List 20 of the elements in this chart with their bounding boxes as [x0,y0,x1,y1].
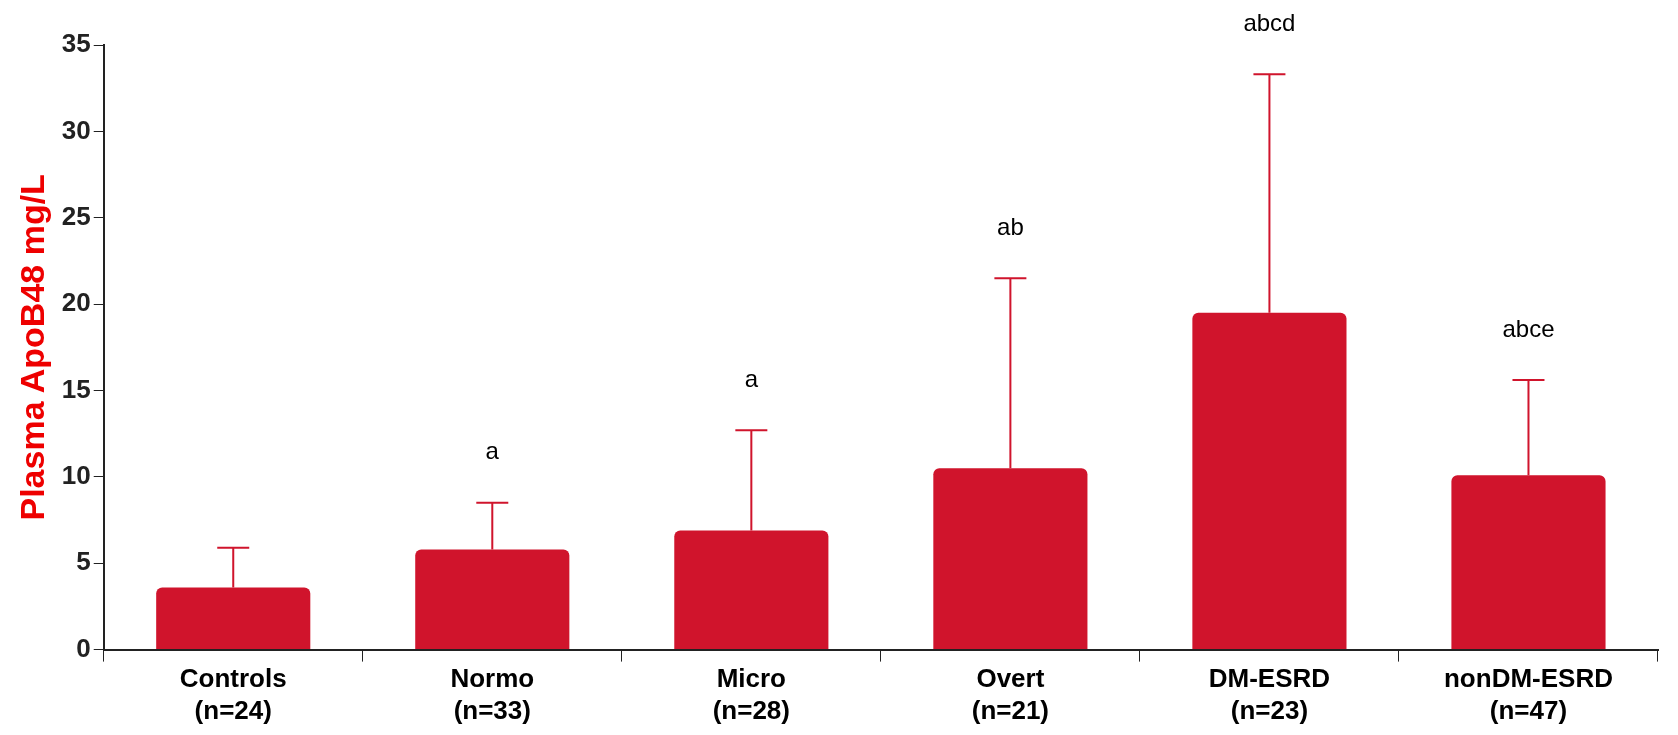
x-tick-label: DM-ESRD (n=23) [1208,663,1331,725]
x-tick-label: Overt (n=21) [971,663,1050,725]
annotation: abce [1502,314,1555,342]
y-tick-label: 30 [61,114,91,145]
annotation: ab [997,212,1024,240]
y-tick-label: 0 [76,632,91,663]
x-tick-label: Normo (n=33) [450,663,535,725]
y-tick-label: 10 [61,460,91,491]
annotation: a [485,437,500,465]
y-tick-label: 5 [76,546,91,577]
x-tick-label: Micro (n=28) [712,663,790,725]
y-tick-label: 15 [61,373,91,404]
annotation: a [744,364,759,392]
x-tick-label: Controls (n=24) [179,663,287,725]
y-tick-label: 35 [61,28,91,59]
text: abcd [1243,8,1296,36]
y-tick-label: 20 [61,287,91,318]
y-tick-label: 25 [61,200,91,231]
y-axis-title: Plasma ApoB48 mg/L [12,174,51,521]
x-tick-label: nonDM-ESRD (n=47) [1443,663,1613,725]
